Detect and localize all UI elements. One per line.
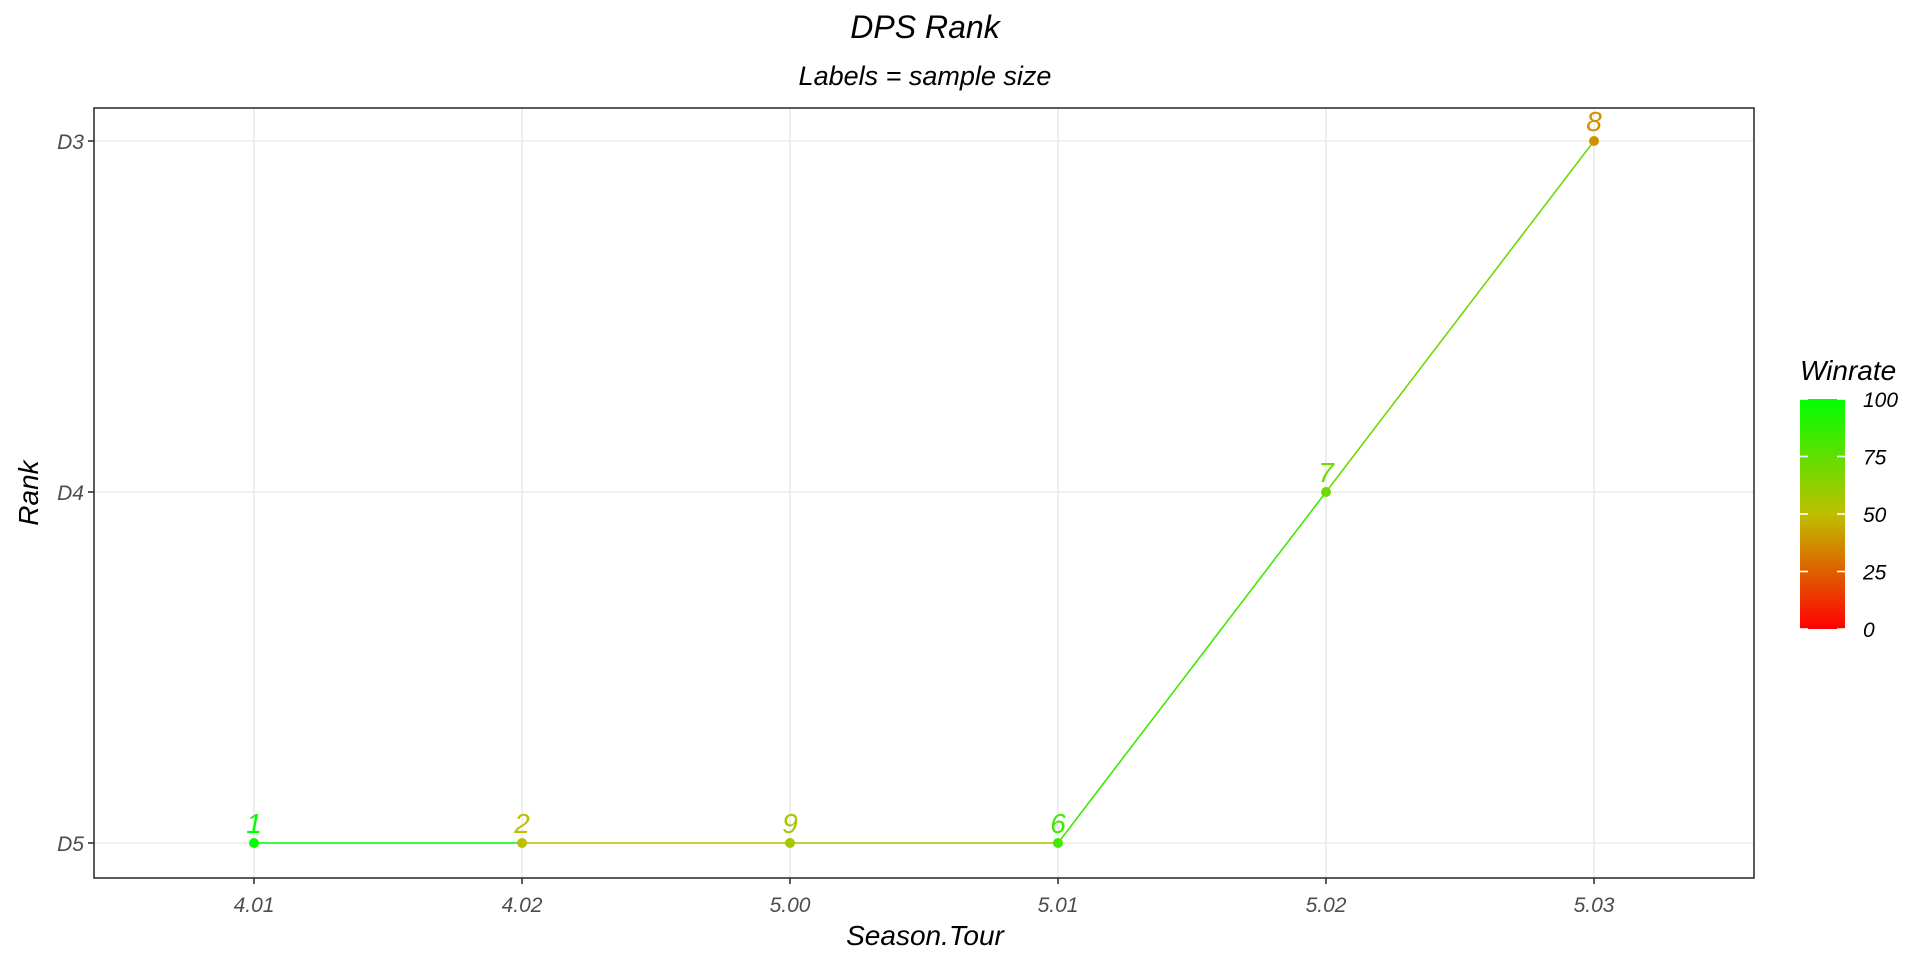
data-label: 9 <box>782 808 798 839</box>
data-label: 2 <box>513 808 530 839</box>
data-label: 8 <box>1586 106 1602 137</box>
data-point <box>1321 487 1331 497</box>
series-line-segment <box>1057 491 1327 844</box>
y-axis: D5 D4 D3 <box>57 131 94 856</box>
y-axis-title: Rank <box>13 458 44 525</box>
x-tick-label: 5.03 <box>1574 894 1615 917</box>
series-lines <box>254 140 1595 844</box>
data-point <box>1053 838 1063 848</box>
x-tick-label: 5.00 <box>770 894 811 917</box>
chart-subtitle: Labels = sample size <box>799 61 1052 91</box>
legend-tick-label: 25 <box>1862 562 1887 585</box>
x-tick-label: 4.01 <box>234 894 275 917</box>
legend-title: Winrate <box>1800 355 1896 386</box>
legend: Winrate 100 75 50 25 0 <box>1800 355 1898 642</box>
series-line-segment <box>1325 140 1595 493</box>
data-label: 7 <box>1318 457 1335 488</box>
data-point <box>517 838 527 848</box>
x-axis: 4.01 4.02 5.00 5.01 5.02 5.03 <box>234 878 1615 917</box>
data-label: 1 <box>246 808 262 839</box>
legend-tick-label: 100 <box>1863 389 1898 412</box>
y-tick-label: D4 <box>57 482 84 505</box>
x-tick-label: 5.02 <box>1306 894 1347 917</box>
data-point <box>1589 136 1599 146</box>
data-label: 6 <box>1050 808 1066 839</box>
legend-tick-label: 50 <box>1863 504 1887 527</box>
data-point <box>785 838 795 848</box>
plot-panel-border <box>93 107 1755 879</box>
x-tick-label: 4.02 <box>502 894 543 917</box>
legend-tick-label: 0 <box>1863 619 1875 642</box>
y-tick-label: D3 <box>57 131 84 154</box>
chart-title: DPS Rank <box>850 9 1001 45</box>
grid <box>94 108 1754 878</box>
legend-tick-label: 75 <box>1863 447 1887 470</box>
x-axis-title: Season.Tour <box>846 920 1005 951</box>
data-point <box>249 838 259 848</box>
x-tick-label: 5.01 <box>1038 894 1079 917</box>
data-labels: 1 2 9 678 <box>246 106 1602 839</box>
data-points <box>249 136 1599 848</box>
y-tick-label: D5 <box>57 833 84 856</box>
